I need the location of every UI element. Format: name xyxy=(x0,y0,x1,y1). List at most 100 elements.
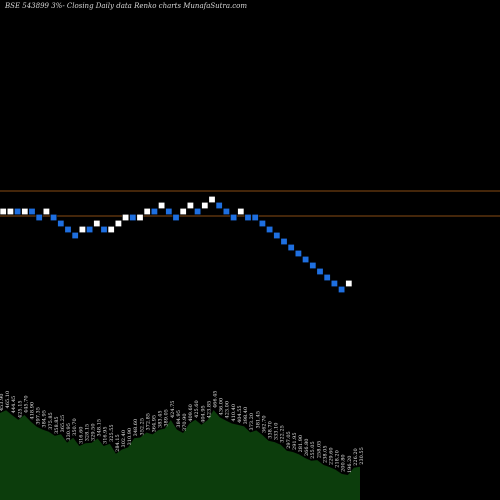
volume-label: 409.60 xyxy=(188,404,194,422)
volume-label: 310.90 xyxy=(127,428,133,446)
up-brick xyxy=(143,208,151,216)
volume-label: 384.95 xyxy=(176,410,182,428)
up-brick xyxy=(136,214,144,222)
volume-label: 370.90 xyxy=(182,413,188,431)
volume-label: 325.55 xyxy=(109,424,115,442)
up-brick xyxy=(107,226,115,234)
volume-label: 372.85 xyxy=(145,413,151,431)
volume-label: 425.15 xyxy=(17,400,23,418)
down-brick xyxy=(100,226,108,234)
down-brick xyxy=(323,273,331,281)
volume-label: 266.80 xyxy=(304,439,310,457)
up-brick xyxy=(237,208,245,216)
volume-label: 389.05 xyxy=(164,409,170,427)
down-brick xyxy=(338,285,346,293)
down-brick xyxy=(14,208,22,216)
volume-label: 350.70 xyxy=(72,418,78,436)
up-brick xyxy=(208,196,216,204)
down-brick xyxy=(150,208,158,216)
volume-label: 425.60 xyxy=(194,400,200,418)
down-brick xyxy=(230,214,238,222)
volume-labels: 453.90 465.10 444.45 425.15 445.70 418.90 397.… xyxy=(0,391,365,474)
volume-label: 466.45 xyxy=(213,391,219,409)
down-brick xyxy=(251,214,259,222)
down-brick xyxy=(129,214,137,222)
volume-label: 348.15 xyxy=(97,419,103,437)
volume-label: 404.55 xyxy=(237,405,243,423)
up-brick xyxy=(93,220,101,228)
volume-label: 453.90 xyxy=(0,394,5,412)
down-brick xyxy=(64,226,72,234)
volume-label: 281.90 xyxy=(298,435,304,453)
volume-label: 330.95 xyxy=(66,423,72,441)
down-brick xyxy=(215,202,223,210)
volume-label: 383.45 xyxy=(158,410,164,428)
volume-label: 423.85 xyxy=(206,401,212,419)
down-brick xyxy=(50,214,58,222)
down-brick xyxy=(86,226,94,234)
volume-label: 362.70 xyxy=(261,415,267,433)
down-brick xyxy=(294,250,302,258)
volume-label: 373.20 xyxy=(249,413,255,431)
down-brick xyxy=(172,214,180,222)
volume-label: 255.05 xyxy=(310,441,316,459)
volume-label: 375.85 xyxy=(48,412,54,430)
down-brick xyxy=(309,261,317,269)
down-brick xyxy=(266,226,274,234)
volume-label: 465.10 xyxy=(5,391,11,409)
volume-label: 418.90 xyxy=(30,402,36,420)
volume-label: 384.95 xyxy=(42,410,48,428)
down-brick xyxy=(316,267,324,275)
up-brick xyxy=(158,202,166,210)
down-brick xyxy=(302,255,310,263)
volume-label: 329.50 xyxy=(91,423,97,441)
up-brick xyxy=(186,202,194,210)
volume-label: 348.60 xyxy=(133,419,139,437)
volume-label: 291.95 xyxy=(292,432,298,450)
down-brick xyxy=(244,214,252,222)
volume-label: 444.45 xyxy=(11,396,17,414)
volume-label: 364.95 xyxy=(152,415,158,433)
volume-label: 229.60 xyxy=(328,447,334,465)
volume-label: 196.20 xyxy=(347,456,353,474)
up-brick xyxy=(345,279,353,287)
volume-label: 445.70 xyxy=(23,395,29,413)
volume-label: 328.15 xyxy=(84,424,90,442)
volume-label: 436.00 xyxy=(219,398,225,416)
volume-label: 316.60 xyxy=(78,427,84,445)
volume-area-shape xyxy=(0,410,360,500)
up-brick xyxy=(78,226,86,234)
volume-label: 258.05 xyxy=(316,441,322,459)
down-brick xyxy=(35,214,43,222)
reference-lines xyxy=(0,190,500,217)
volume-label: 238.05 xyxy=(322,445,328,463)
down-brick xyxy=(330,279,338,287)
down-brick xyxy=(71,232,79,240)
volume-label: 218.20 xyxy=(335,450,341,468)
down-brick xyxy=(57,220,65,228)
volume-area xyxy=(0,410,360,500)
volume-label: 200.80 xyxy=(341,454,347,472)
down-brick xyxy=(258,220,266,228)
down-brick xyxy=(287,244,295,252)
up-brick xyxy=(42,208,50,216)
volume-label: 352.25 xyxy=(139,418,145,436)
volume-label: 423.00 xyxy=(225,401,231,419)
volume-label: 322.25 xyxy=(280,425,286,443)
volume-label: 398.40 xyxy=(243,407,249,425)
down-brick xyxy=(222,208,230,216)
down-brick xyxy=(280,238,288,246)
up-brick xyxy=(21,208,29,216)
up-brick xyxy=(6,208,14,216)
up-brick xyxy=(122,214,130,222)
volume-label: 404.95 xyxy=(200,405,206,423)
volume-label: 338.70 xyxy=(267,421,273,439)
renko-bricks xyxy=(0,196,353,293)
volume-label: 297.05 xyxy=(286,431,292,449)
volume-label: 397.35 xyxy=(36,407,42,425)
volume-label: 424.75 xyxy=(170,401,176,419)
up-brick xyxy=(179,208,187,216)
volume-label: 302.40 xyxy=(121,430,127,448)
